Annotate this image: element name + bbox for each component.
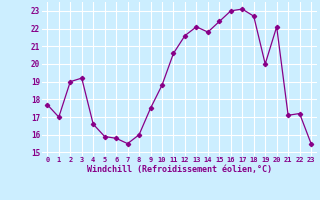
X-axis label: Windchill (Refroidissement éolien,°C): Windchill (Refroidissement éolien,°C) <box>87 165 272 174</box>
